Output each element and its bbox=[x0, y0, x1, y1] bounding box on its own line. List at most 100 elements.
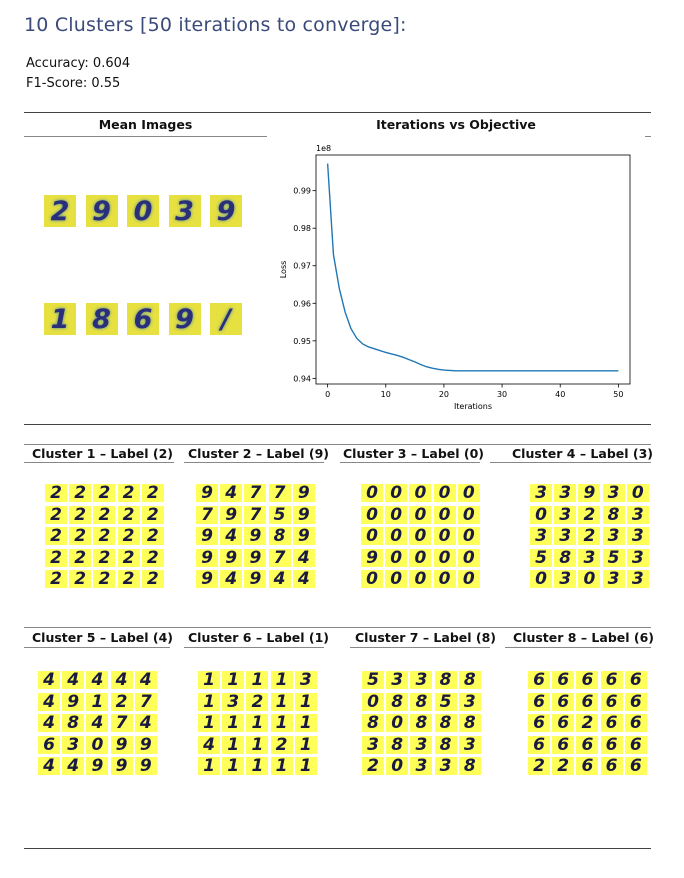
cluster-digit-image: 1 bbox=[198, 757, 220, 776]
cluster-digit-image: 5 bbox=[530, 548, 552, 567]
cluster-digit-image: 6 bbox=[600, 692, 623, 711]
cluster-digit-image: 6 bbox=[528, 714, 550, 733]
cluster-digit-image: 8 bbox=[386, 735, 409, 754]
cluster-digit-image: 4 bbox=[86, 671, 109, 690]
cluster-digit-image: 2 bbox=[45, 505, 67, 524]
cluster-digit-image: 0 bbox=[385, 484, 408, 503]
cluster-digit-image: 6 bbox=[528, 692, 550, 711]
cluster-header-rule bbox=[505, 647, 651, 648]
mean-images-header: Mean Images bbox=[98, 117, 193, 132]
y-tick-label: 0.97 bbox=[293, 262, 311, 271]
cluster-digit-image: 7 bbox=[268, 548, 291, 567]
cluster-digit-image: 0 bbox=[457, 484, 480, 503]
cluster-digit-image: 3 bbox=[410, 671, 433, 690]
cluster-digit-image: 6 bbox=[38, 735, 60, 754]
cluster-digit-image: 2 bbox=[117, 484, 140, 503]
cluster-header: Cluster 3 – Label (0) bbox=[343, 446, 485, 461]
cluster-digit-image: 0 bbox=[385, 527, 408, 546]
cluster-digit-image: 4 bbox=[134, 671, 157, 690]
cluster-digit-image: 0 bbox=[433, 505, 456, 524]
chart-header-tick bbox=[645, 136, 651, 137]
cluster-digit-image: 1 bbox=[222, 671, 245, 690]
cluster-digit-image: 6 bbox=[624, 757, 647, 776]
cluster-header: Cluster 7 – Label (8) bbox=[355, 630, 497, 645]
cluster-digit-image: 1 bbox=[198, 714, 220, 733]
cluster-digit-image: 6 bbox=[624, 714, 647, 733]
cluster-digit-image: 2 bbox=[45, 548, 67, 567]
cluster-digit-image: 0 bbox=[386, 757, 409, 776]
cluster-digit-image: 8 bbox=[62, 714, 85, 733]
cluster-digit-image: 3 bbox=[458, 735, 481, 754]
cluster-digit-image: 2 bbox=[93, 570, 116, 589]
cluster-digit-image: 7 bbox=[244, 505, 267, 524]
cluster-header-rule bbox=[184, 647, 324, 648]
y-tick-label: 0.96 bbox=[293, 299, 311, 308]
cluster-digit-image: 5 bbox=[362, 671, 384, 690]
cluster-digit-image: 8 bbox=[458, 714, 481, 733]
cluster-digit-image: 3 bbox=[410, 757, 433, 776]
cluster-digit-image: 2 bbox=[576, 714, 599, 733]
cluster-digit-image: 0 bbox=[433, 548, 456, 567]
cluster-digit-image: 5 bbox=[434, 692, 457, 711]
y-tick-label: 0.95 bbox=[293, 337, 311, 346]
x-tick-label: 50 bbox=[613, 390, 623, 399]
cluster-digit-image: 6 bbox=[552, 671, 575, 690]
cluster-digit-image: 8 bbox=[410, 692, 433, 711]
cluster-digit-image: 3 bbox=[554, 527, 577, 546]
cluster-digit-image: 9 bbox=[62, 692, 85, 711]
cluster-digit-image: 6 bbox=[600, 714, 623, 733]
cluster-digit-image: 9 bbox=[134, 735, 157, 754]
cluster-digit-image: 4 bbox=[38, 692, 60, 711]
cluster-digit-image: 6 bbox=[528, 671, 550, 690]
y-tick-label: 0.98 bbox=[293, 224, 311, 233]
cluster-digit-image: 4 bbox=[38, 757, 60, 776]
cluster-digit-image: 2 bbox=[141, 570, 164, 589]
cluster-digit-image: 6 bbox=[624, 735, 647, 754]
x-tick-label: 10 bbox=[381, 390, 391, 399]
cluster-digit-image: 3 bbox=[602, 484, 625, 503]
cluster-digit-image: 6 bbox=[600, 671, 623, 690]
chart-plot-frame bbox=[315, 154, 631, 385]
cluster-digit-image: 2 bbox=[45, 484, 67, 503]
cluster-digit-image: 9 bbox=[361, 548, 383, 567]
loss-chart: 0 10 20 30 40 50 0.94 0.95 0.96 0.97 0.98 0.99 1e8 It… bbox=[276, 138, 636, 423]
cluster-digit-image: 3 bbox=[386, 671, 409, 690]
cluster-digit-image: 1 bbox=[270, 671, 293, 690]
cluster-digit-image: 8 bbox=[434, 671, 457, 690]
cluster-digit-image: 0 bbox=[457, 570, 480, 589]
cluster-digit-image: 3 bbox=[626, 548, 649, 567]
cluster-digit-image: 8 bbox=[434, 735, 457, 754]
cluster-digit-image: 7 bbox=[268, 484, 291, 503]
cluster-digit-image: 1 bbox=[246, 671, 269, 690]
cluster-row2-top-rule bbox=[24, 627, 651, 628]
cluster-digit-image: 3 bbox=[222, 692, 245, 711]
cluster-header: Cluster 5 – Label (4) bbox=[32, 630, 174, 645]
cluster-digit-image: 3 bbox=[554, 570, 577, 589]
cluster-digit-image: 7 bbox=[244, 484, 267, 503]
cluster-digit-image: 3 bbox=[294, 671, 317, 690]
cluster-digit-image: 1 bbox=[270, 714, 293, 733]
cluster-digit-image: 0 bbox=[385, 505, 408, 524]
cluster-digit-image: 3 bbox=[554, 505, 577, 524]
cluster-digit-image: 6 bbox=[576, 671, 599, 690]
cluster-digit-image: 8 bbox=[554, 548, 577, 567]
cluster-digit-image: 0 bbox=[361, 570, 383, 589]
cluster-digit-image: 6 bbox=[576, 757, 599, 776]
mean-image-digit: 9 bbox=[85, 195, 118, 227]
cluster-digit-image: 1 bbox=[222, 714, 245, 733]
cluster-digit-image: 2 bbox=[141, 505, 164, 524]
cluster-digit-image: 0 bbox=[362, 692, 384, 711]
mean-image-digit: 8 bbox=[85, 303, 118, 335]
cluster-digit-image: 4 bbox=[62, 671, 85, 690]
cluster-digit-image: 9 bbox=[292, 505, 315, 524]
cluster-digit-image: 0 bbox=[433, 527, 456, 546]
cluster-digit-image: 4 bbox=[220, 527, 243, 546]
mean-image-digit: 2 bbox=[44, 195, 76, 227]
cluster-digit-image: 5 bbox=[268, 505, 291, 524]
x-tick-label: 20 bbox=[439, 390, 449, 399]
cluster-digit-image: 0 bbox=[409, 570, 432, 589]
cluster-digit-image: 0 bbox=[457, 548, 480, 567]
cluster-header-rule bbox=[184, 462, 324, 463]
middle-divider bbox=[24, 424, 651, 425]
y-tick-label: 0.99 bbox=[293, 187, 311, 196]
